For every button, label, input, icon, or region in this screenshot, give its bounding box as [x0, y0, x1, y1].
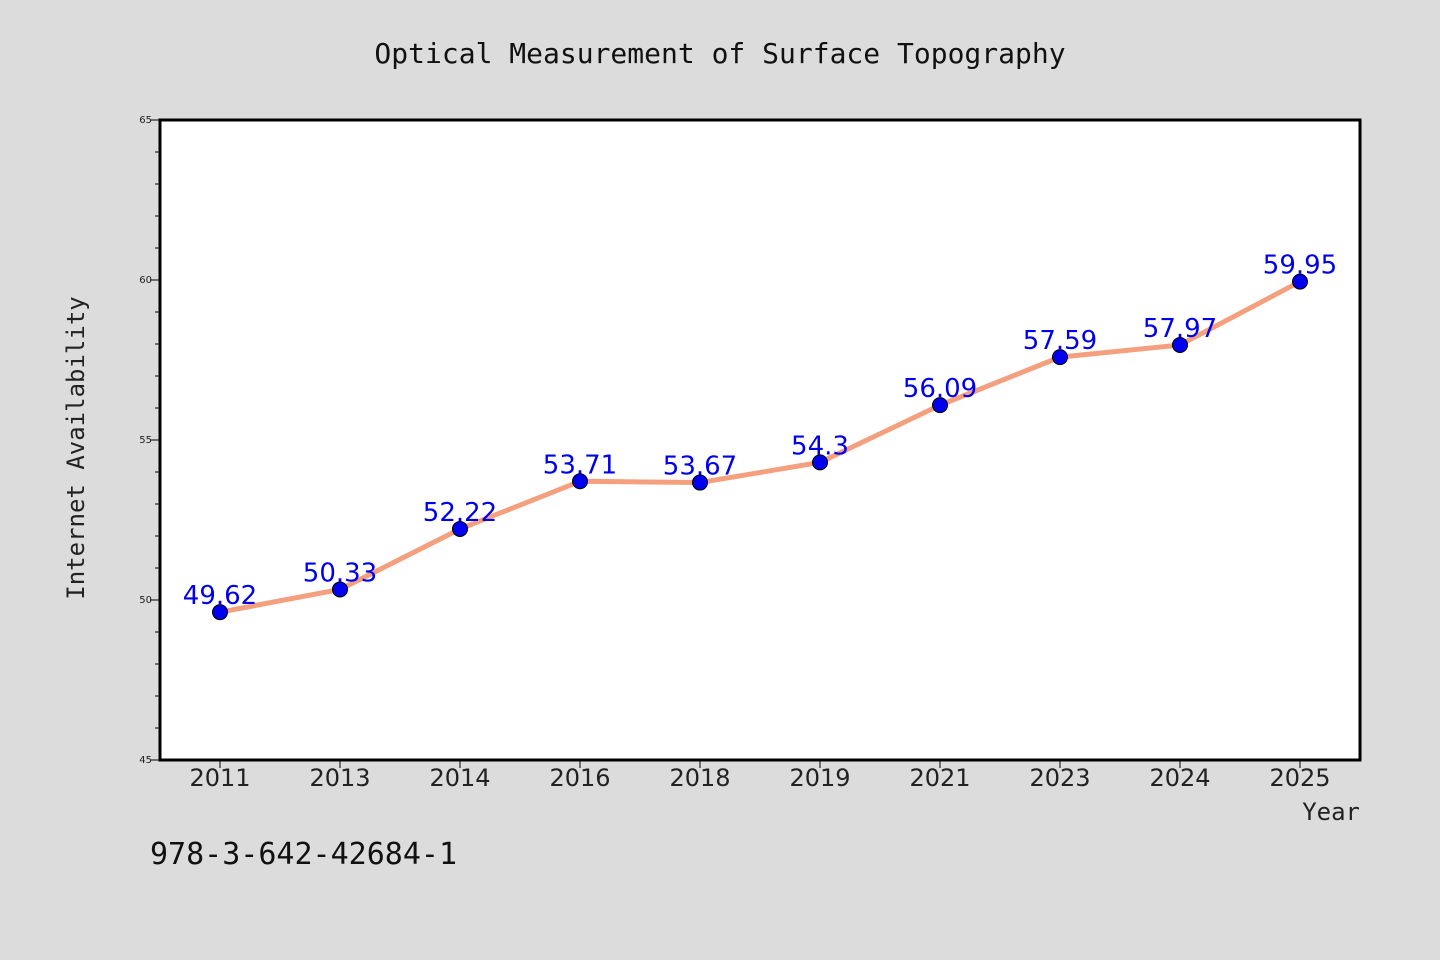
x-axis: 2011 2013 2014 2016 2018 2019 2021 2023 2024 2025: [189, 760, 1331, 792]
data-label: 57.59: [1023, 326, 1097, 356]
x-tick-label: 2019: [789, 764, 850, 792]
data-label: 57.97: [1143, 314, 1217, 344]
series-line: [217, 279, 1303, 615]
data-point: [692, 474, 708, 491]
y-tick-label: 55: [139, 435, 152, 446]
x-tick-label: 2025: [1269, 764, 1330, 792]
data-point: [452, 520, 468, 537]
data-label: 52.22: [423, 498, 497, 528]
series-points-group: [212, 273, 1308, 621]
data-label: 54.3: [791, 431, 849, 461]
data-point: [932, 397, 948, 414]
x-tick-label: 2014: [429, 764, 490, 792]
y-axis-label: Internet Availability: [62, 296, 90, 599]
y-tick-label: 45: [139, 755, 152, 766]
y-tick-label: 50: [139, 595, 152, 606]
x-tick-label: 2023: [1029, 764, 1090, 792]
series-line-group: [217, 279, 1303, 615]
data-label: 53.67: [663, 452, 737, 482]
x-tick-label: 2013: [309, 764, 370, 792]
data-point: [332, 581, 348, 598]
y-tick-label: 60: [139, 275, 152, 286]
y-tick-label: 65: [139, 115, 152, 126]
x-tick-label: 2011: [189, 764, 250, 792]
y-axis: 45 50 55 60 65: [139, 115, 160, 766]
data-point: [812, 454, 828, 471]
chart-title: Optical Measurement of Surface Topograph…: [374, 37, 1065, 70]
data-point: [1172, 336, 1188, 353]
data-label: 59.95: [1263, 251, 1337, 281]
x-tick-label: 2016: [549, 764, 610, 792]
data-label: 49.62: [183, 581, 257, 611]
data-point: [1052, 349, 1068, 366]
footer-code: 978-3-642-42684-1: [150, 837, 457, 872]
data-point: [572, 473, 588, 490]
x-tick-label: 2021: [909, 764, 970, 792]
x-tick-label: 2018: [669, 764, 730, 792]
data-point: [212, 604, 228, 621]
data-label: 50.33: [303, 558, 377, 588]
data-labels-group: 49.62 50.33 52.22 53.71 53.67 54.3 56.09 57.59 5…: [183, 251, 1337, 612]
plot-area: [158, 118, 1362, 762]
x-tick-label: 2024: [1149, 764, 1210, 792]
x-axis-label: Year: [1302, 798, 1360, 826]
data-point: [1292, 273, 1308, 290]
data-label: 56.09: [903, 374, 977, 404]
data-label: 53.71: [543, 450, 617, 480]
